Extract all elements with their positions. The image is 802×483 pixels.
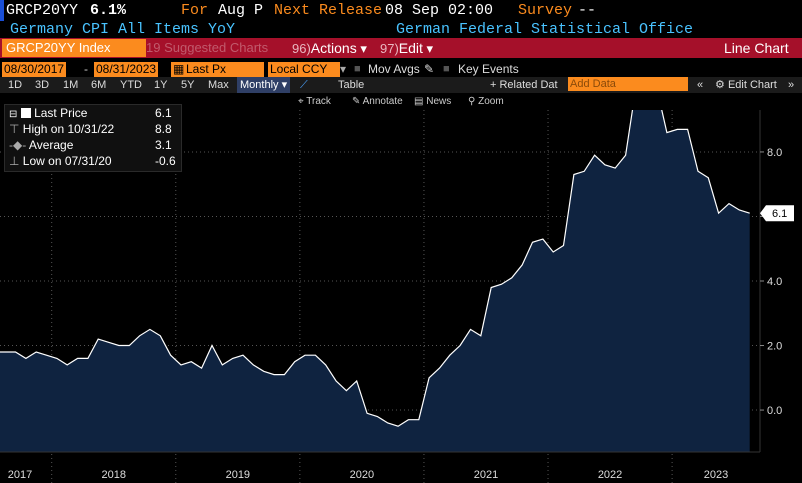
key-events-checkbox[interactable]: ■	[443, 63, 450, 75]
expand-icon[interactable]: »	[788, 79, 795, 91]
annotate-tool[interactable]: ✎ Annotate	[352, 96, 403, 107]
range-1m[interactable]: 1M	[63, 79, 79, 91]
news-icon: ▤	[414, 96, 424, 107]
y-axis-ticks: 0.02.04.06.08.0	[760, 147, 782, 417]
crosshair-icon: ⌖	[298, 96, 304, 107]
last-value-marker	[760, 205, 794, 222]
pencil-icon: ✎	[352, 96, 361, 107]
legend-last-row: ⊟ Last Price	[9, 106, 88, 120]
y-tick-label: 2.0	[767, 341, 782, 353]
legend-last-value: 6.1	[155, 106, 172, 120]
next-release-label: Next Release	[274, 2, 383, 19]
key-events-label[interactable]: Key Events	[458, 62, 519, 76]
legend-low-row: ⊥ Low on 07/31/20	[9, 154, 112, 168]
chart-style-icon[interactable]: ⟋	[300, 79, 308, 91]
start-date-field[interactable]: 08/30/2017	[2, 62, 67, 77]
ticker-marker	[0, 0, 4, 21]
for-label: For	[181, 2, 209, 19]
source: German Federal Statistical Office	[396, 21, 694, 38]
legend-avg-value: 3.1	[155, 138, 172, 152]
x-tick-label: 2017	[8, 469, 32, 481]
legend-avg-row: -◆- Average	[9, 138, 74, 152]
last-value-label: 6.1	[772, 208, 787, 220]
legend[interactable]: ⊟ Last Price 6.1 ⊤ High on 10/31/22 8.8 …	[4, 104, 182, 172]
y-tick-label: 8.0	[767, 147, 782, 159]
gear-icon: ⚙	[715, 79, 725, 91]
header-row: GRCP20YY 6.1% For Aug P Next Release 08 …	[0, 0, 802, 21]
date-separator: -	[84, 62, 88, 76]
next-release: 08 Sep 02:00	[385, 2, 494, 19]
legend-low-value: -0.6	[155, 154, 176, 168]
edit-menu[interactable]: 97)Edit ▾	[380, 40, 434, 56]
description-row: Germany CPI All Items YoY German Federal…	[0, 21, 802, 38]
chevron-down-icon: ▾	[281, 79, 288, 91]
toolbar: GRCP20YY Index 19 Suggested Charts 96)Ac…	[0, 38, 802, 58]
chart-plot[interactable]: 2017 2018 2019 2020 2021 2022 2023 0.0 2.0 4.0 6.…	[0, 110, 802, 483]
range-5y[interactable]: 5Y	[181, 79, 195, 91]
last-value-tag: 6.1	[760, 205, 794, 222]
zoom-icon: ⚲	[468, 96, 476, 107]
end-date-field[interactable]: 08/31/2023	[94, 62, 159, 77]
calendar-icon[interactable]: ▦	[171, 62, 187, 77]
series-area-fill	[0, 110, 750, 452]
range-row: 1D 3D 1M 6M YTD 1Y 5Y Max Monthly ▾ ⟋ Ta…	[0, 77, 802, 93]
actions-menu[interactable]: 96)Actions ▾	[292, 40, 367, 56]
survey-label: Survey	[518, 2, 573, 19]
frequency-select[interactable]: Monthly ▾	[237, 77, 291, 93]
range-3d[interactable]: 3D	[35, 79, 50, 91]
range-ytd[interactable]: YTD	[120, 79, 142, 91]
series-line	[0, 110, 750, 427]
chart-type-label: Line Chart	[724, 40, 789, 56]
edit-chart-button[interactable]: ⚙ Edit Chart	[715, 79, 777, 91]
chevron-down-icon: ▾	[360, 41, 367, 56]
related-data-button[interactable]: + Related Dat	[490, 79, 558, 91]
field-selector[interactable]: Last Px	[184, 62, 264, 77]
controls-row: 08/30/2017 - 08/31/2023 ▦ Last Px Local …	[0, 61, 802, 78]
y-tick-label: 0.0	[767, 405, 782, 417]
description: Germany CPI All Items YoY	[10, 21, 236, 38]
grid-lines	[0, 110, 760, 483]
range-6m[interactable]: 6M	[91, 79, 107, 91]
x-tick-label: 2021	[474, 469, 498, 481]
survey-value: --	[578, 2, 597, 19]
mov-avgs-label[interactable]: Mov Avgs	[368, 62, 420, 76]
dropdown-icon[interactable]: ▾	[340, 62, 347, 76]
y-tick-label: 4.0	[767, 276, 782, 288]
news-tool[interactable]: ▤ News	[414, 96, 452, 107]
track-tool[interactable]: ⌖ Track	[298, 96, 331, 107]
x-tick-label: 2020	[350, 469, 374, 481]
x-tick-label: 2023	[704, 469, 728, 481]
last-value: 6.1%	[90, 2, 127, 19]
zoom-tool[interactable]: ⚲ Zoom	[468, 96, 504, 107]
chevron-down-icon: ▾	[426, 41, 434, 56]
security-field[interactable]: GRCP20YY Index	[2, 39, 146, 57]
currency-selector[interactable]: Local CCY	[268, 62, 340, 77]
x-tick-label: 2018	[101, 469, 125, 481]
x-tick-label: 2019	[226, 469, 250, 481]
add-data-input[interactable]: Add Data	[568, 77, 688, 91]
ticker[interactable]: GRCP20YY	[6, 2, 79, 19]
mov-avgs-checkbox[interactable]: ■	[354, 63, 361, 75]
range-max[interactable]: Max	[208, 79, 229, 91]
legend-high-value: 8.8	[155, 122, 172, 136]
table-button[interactable]: Table	[338, 79, 365, 91]
x-tick-label: 2022	[598, 469, 622, 481]
pencil-icon[interactable]: ✎	[424, 62, 435, 76]
collapse-icon[interactable]: «	[697, 79, 704, 91]
legend-swatch	[20, 108, 31, 118]
suggested-charts[interactable]: 19 Suggested Charts	[146, 40, 269, 55]
chart-tools-row: ⌖ Track ✎ Annotate ▤ News ⚲ Zoom	[0, 93, 802, 110]
period: Aug P	[218, 2, 264, 19]
range-1d[interactable]: 1D	[8, 79, 23, 91]
x-axis-ticks: 2017 2018 2019 2020 2021 2022 2023	[8, 469, 729, 481]
range-1y[interactable]: 1Y	[154, 79, 168, 91]
legend-high-row: ⊤ High on 10/31/22	[9, 122, 115, 136]
